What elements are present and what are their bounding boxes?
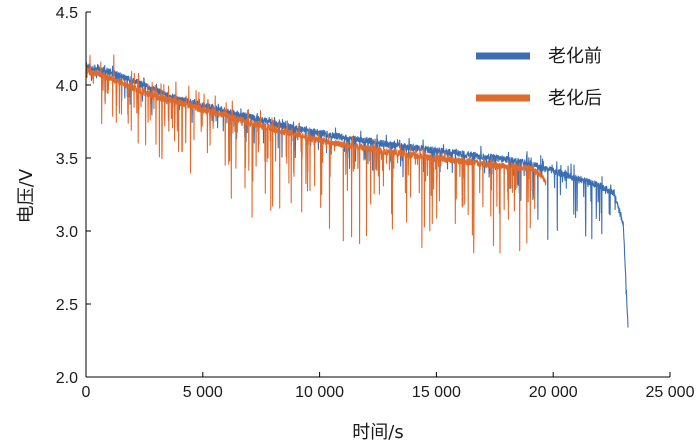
x-tick-label: 25 000 (646, 384, 695, 401)
y-axis-label: 电压/V (16, 168, 37, 223)
y-tick-label: 4.5 (56, 5, 78, 22)
y-tick-label: 3.5 (56, 151, 78, 168)
y-tick-label: 3.0 (56, 224, 78, 241)
x-tick-label: 20 000 (529, 384, 578, 401)
axes-layer (85, 12, 670, 378)
legend-label-2: 老化后 (548, 88, 602, 109)
series-2-group (85, 54, 547, 254)
x-tick-label: 15 000 (412, 384, 461, 401)
x-tick-label: 0 (82, 384, 91, 401)
y-tick-label: 4.0 (56, 78, 78, 95)
legend-label-1: 老化前 (548, 46, 602, 67)
ticks-layer: 0 5 000 10 000 15 000 20 000 25 000 2.0 2.5 3.0 3… (56, 5, 695, 401)
y-tick-label: 2.5 (56, 297, 78, 314)
series-layer (85, 54, 629, 328)
x-tick-label: 10 000 (295, 384, 344, 401)
y-tick-label: 2.0 (56, 370, 78, 387)
x-axis-label: 时间/s (352, 422, 403, 443)
series-2-line (85, 54, 547, 254)
x-tick-label: 5 000 (183, 384, 223, 401)
